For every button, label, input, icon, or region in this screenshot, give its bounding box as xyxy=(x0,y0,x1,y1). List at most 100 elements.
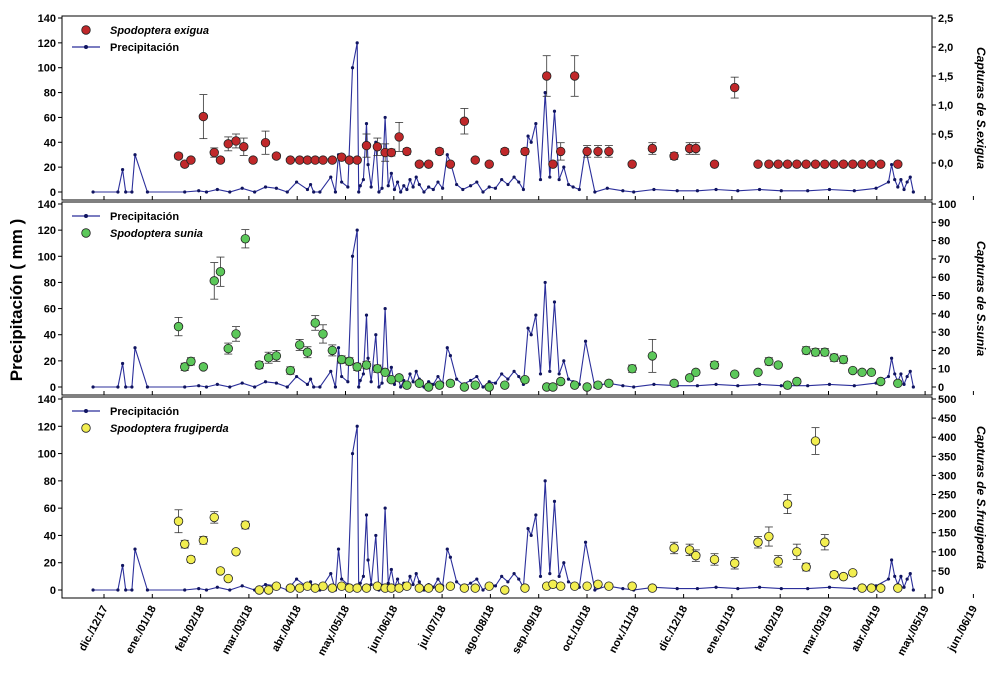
capture-point-sunia xyxy=(173,321,184,332)
precipitation-point xyxy=(538,177,543,182)
precipitation-point xyxy=(350,254,355,258)
precipitation-point xyxy=(436,374,440,379)
precipitation-point xyxy=(336,346,341,350)
capture-point-exigua xyxy=(876,159,886,169)
precipitation-point xyxy=(902,187,906,192)
panel-frugiperda-precipitation-series xyxy=(91,424,915,592)
capture-point-sunia xyxy=(254,360,265,370)
capture-point-exigua xyxy=(445,159,456,169)
capture-point-exigua xyxy=(782,159,793,169)
capture-point-sunia xyxy=(684,373,695,383)
precipitation-point xyxy=(240,584,244,588)
capture-point-frugiperda xyxy=(484,581,494,591)
left-tick-label: 40 xyxy=(44,137,56,149)
capture-point-sunia xyxy=(344,356,355,367)
capture-point-frugiperda xyxy=(582,581,592,591)
precipitation-point xyxy=(253,385,257,389)
precipitation-point xyxy=(422,190,426,194)
panel-frugiperda-legend: Precipitación Spodoptera frugiperda xyxy=(72,406,229,435)
precipitation-point xyxy=(571,185,575,189)
capture-point-exigua xyxy=(820,159,830,169)
precipitation-point xyxy=(526,326,530,330)
capture-point-sunia xyxy=(569,380,580,390)
precipitation-point xyxy=(736,587,740,591)
precipitation-point xyxy=(736,384,740,388)
capture-point-frugiperda xyxy=(691,550,701,561)
precipitation-point xyxy=(899,574,903,578)
right-tick-label: 0 xyxy=(938,585,944,597)
precipitation-point xyxy=(512,572,516,576)
capture-point-frugiperda xyxy=(792,547,802,557)
capture-point-sunia xyxy=(729,369,740,379)
precipitation-point xyxy=(583,339,588,343)
capture-point-frugiperda xyxy=(829,570,839,580)
precipitation-point xyxy=(116,190,120,194)
precipitation-point xyxy=(481,190,485,194)
panel-exigua: 0 20 40 60 80 100 120 140 0,0 0,5 1,0 1,5 2,0 2,5 Spo… xyxy=(38,13,988,201)
panel-sunia: 0 20 40 60 80 100 120 140 0 10 20 30 40 50 60 70 80 90 100… xyxy=(38,199,988,396)
capture-point-sunia xyxy=(470,380,480,390)
capture-point-sunia xyxy=(327,345,338,356)
right-tick-label: 0 xyxy=(938,382,944,394)
capture-point-frugiperda xyxy=(838,571,849,582)
precipitation-point xyxy=(779,587,783,591)
capture-point-exigua xyxy=(386,147,397,158)
precipitation-point xyxy=(329,175,333,179)
precipitation-point xyxy=(893,177,897,182)
precipitation-point xyxy=(562,359,566,363)
right-tick-label: 80 xyxy=(938,236,950,248)
precipitation-point xyxy=(240,381,244,385)
capture-point-frugiperda xyxy=(336,581,347,591)
precipitation-point xyxy=(377,385,381,389)
precipitation-point xyxy=(399,385,403,389)
precipitation-point xyxy=(543,280,547,285)
precipitation-point xyxy=(566,182,571,187)
capture-point-sunia xyxy=(500,380,510,390)
precipitation-point xyxy=(481,385,485,389)
capture-point-sunia xyxy=(691,367,701,378)
precipitation-point xyxy=(405,187,409,192)
precipitation-point xyxy=(366,163,370,167)
precipitation-point xyxy=(593,190,597,194)
x-tick-label: nov./11/18 xyxy=(607,604,642,655)
capture-point-sunia xyxy=(838,354,849,365)
capture-point-frugiperda xyxy=(520,583,530,593)
precipitation-point xyxy=(896,185,900,189)
capture-point-sunia xyxy=(627,364,637,374)
capture-point-exigua xyxy=(470,155,480,165)
capture-point-frugiperda xyxy=(209,512,219,523)
capture-point-frugiperda xyxy=(500,585,510,595)
capture-point-sunia xyxy=(386,374,397,385)
precipitation-point xyxy=(827,382,832,386)
left-tick-label: 60 xyxy=(44,503,56,515)
precipitation-point xyxy=(475,577,479,581)
capture-point-frugiperda xyxy=(173,516,184,526)
panel-exigua-frame xyxy=(61,15,933,201)
capture-point-sunia xyxy=(394,373,404,383)
capture-point-sunia xyxy=(820,347,830,357)
precipitation-point xyxy=(512,369,516,373)
precipitation-point xyxy=(389,365,393,369)
precipitation-point xyxy=(411,582,415,587)
right-tick-label: 500 xyxy=(938,394,956,406)
precipitation-point xyxy=(414,175,418,179)
right-tick-label: 1,0 xyxy=(938,100,953,112)
legend-label: Precipitación xyxy=(110,406,179,418)
capture-point-sunia xyxy=(263,353,274,363)
left-tick-label: 0 xyxy=(50,187,56,199)
capture-point-sunia xyxy=(223,343,233,354)
capture-point-frugiperda xyxy=(459,583,470,593)
capture-point-exigua xyxy=(669,151,679,161)
precipitation-point xyxy=(124,588,128,592)
capture-point-frugiperda xyxy=(344,583,355,593)
capture-point-frugiperda xyxy=(669,543,679,553)
precipitation-point xyxy=(197,189,201,193)
capture-point-sunia xyxy=(782,380,793,390)
left-tick-label: 100 xyxy=(38,251,56,263)
precipitation-point xyxy=(436,577,440,581)
precipitation-point xyxy=(886,180,891,184)
precipitation-point xyxy=(329,369,333,373)
y-axis-title-right-exigua: Capturas de S.exigua xyxy=(974,47,988,169)
capture-point-exigua xyxy=(402,146,412,157)
precipitation-point xyxy=(350,66,355,70)
